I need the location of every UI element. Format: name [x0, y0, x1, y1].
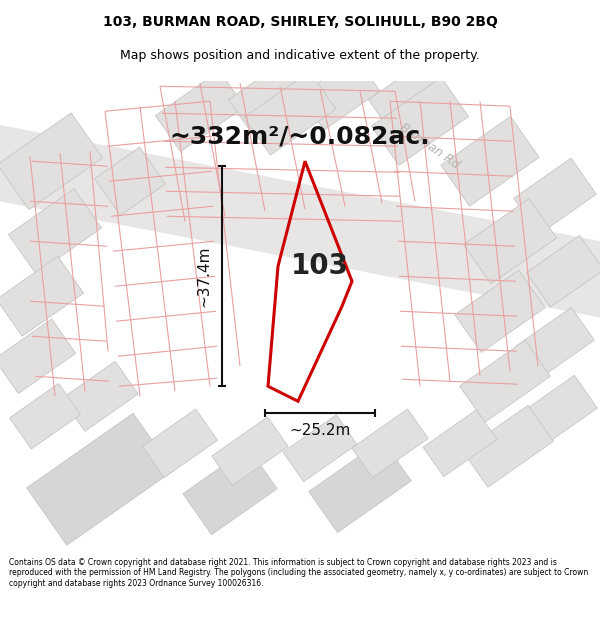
- Polygon shape: [26, 413, 173, 545]
- Polygon shape: [283, 415, 357, 482]
- Polygon shape: [62, 361, 138, 431]
- Text: Map shows position and indicative extent of the property.: Map shows position and indicative extent…: [120, 49, 480, 62]
- Polygon shape: [455, 270, 545, 352]
- Polygon shape: [183, 448, 277, 534]
- Text: 103: 103: [291, 253, 349, 280]
- Polygon shape: [244, 71, 336, 155]
- Polygon shape: [515, 308, 595, 379]
- Polygon shape: [368, 58, 452, 134]
- Polygon shape: [518, 376, 598, 447]
- Polygon shape: [10, 384, 80, 449]
- Polygon shape: [352, 409, 428, 478]
- Polygon shape: [460, 340, 550, 422]
- Polygon shape: [142, 409, 218, 478]
- Polygon shape: [229, 58, 311, 134]
- Polygon shape: [0, 319, 76, 394]
- Text: ~25.2m: ~25.2m: [289, 422, 350, 437]
- Polygon shape: [0, 113, 103, 209]
- Polygon shape: [300, 56, 380, 130]
- Polygon shape: [309, 440, 411, 532]
- Polygon shape: [441, 116, 539, 206]
- Text: ~37.4m: ~37.4m: [197, 246, 212, 307]
- Polygon shape: [423, 410, 497, 477]
- Text: Burman Rd: Burman Rd: [398, 121, 462, 172]
- Polygon shape: [463, 199, 557, 284]
- Polygon shape: [0, 124, 600, 318]
- Polygon shape: [371, 78, 469, 165]
- Text: 103, BURMAN ROAD, SHIRLEY, SOLIHULL, B90 2BQ: 103, BURMAN ROAD, SHIRLEY, SOLIHULL, B90…: [103, 15, 497, 29]
- Text: Contains OS data © Crown copyright and database right 2021. This information is : Contains OS data © Crown copyright and d…: [9, 558, 588, 588]
- Polygon shape: [0, 256, 83, 336]
- Text: ~332m²/~0.082ac.: ~332m²/~0.082ac.: [170, 124, 430, 148]
- Polygon shape: [514, 158, 596, 234]
- Polygon shape: [155, 71, 245, 152]
- Polygon shape: [95, 147, 166, 216]
- Polygon shape: [212, 417, 288, 486]
- Polygon shape: [8, 189, 101, 274]
- Polygon shape: [463, 405, 553, 488]
- Polygon shape: [526, 236, 600, 307]
